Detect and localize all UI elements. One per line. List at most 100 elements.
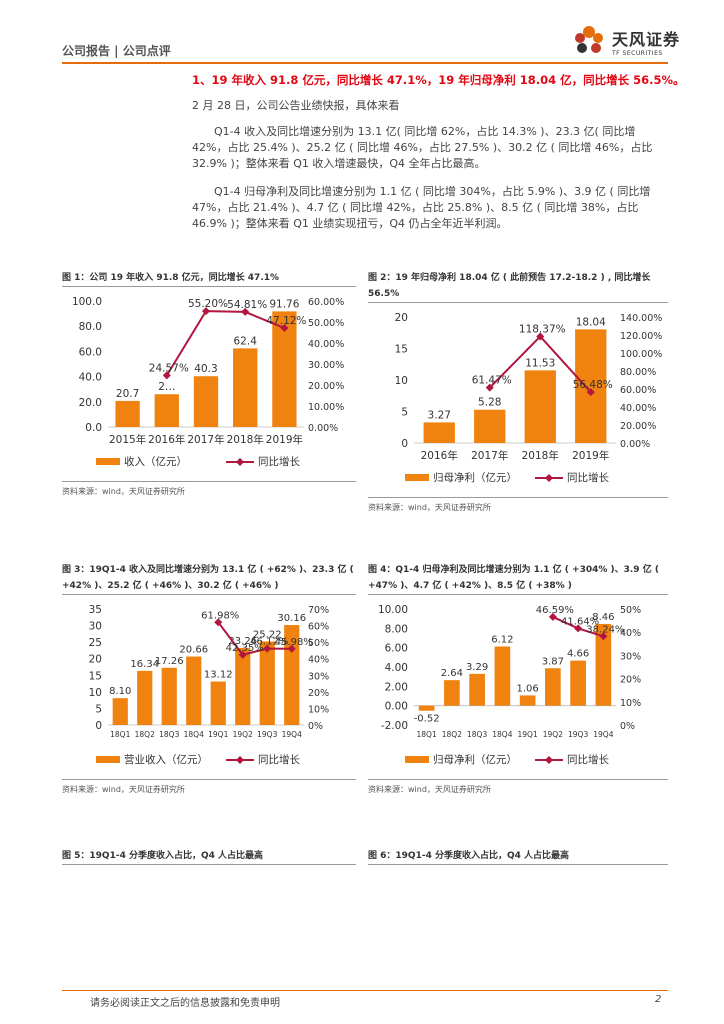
y-left-tick-label: 25 xyxy=(89,637,102,649)
growth-value-label: 24.57% xyxy=(149,362,189,374)
y-right-tick-label: 40% xyxy=(620,628,641,639)
figure-6-top-rule xyxy=(368,864,668,865)
brand-name-cn: 天风证券 xyxy=(612,29,681,49)
legend-line-label: 同比增长 xyxy=(567,753,609,766)
bar-value-label: 2.64 xyxy=(441,668,463,679)
y-right-tick-label: 0.00% xyxy=(308,423,338,434)
page-number: 2 xyxy=(655,994,662,1005)
bar-value-label: 40.3 xyxy=(194,363,217,375)
y-left-tick-label: 0.00 xyxy=(385,701,408,713)
brand-logo: 天风证券 TF SECURITIES xyxy=(570,24,680,58)
bar xyxy=(444,680,460,706)
growth-point xyxy=(241,307,250,316)
growth-point xyxy=(202,307,210,316)
bar-value-label: 8.46 xyxy=(592,612,614,623)
bar xyxy=(469,673,485,706)
bar-value-label: 13.12 xyxy=(204,670,233,681)
paragraph-1: 2 月 28 日，公司公告业绩快报，具体来看 xyxy=(192,99,400,112)
y-right-tick-label: 30.00% xyxy=(308,360,344,371)
y-right-tick-label: 20% xyxy=(308,688,329,699)
y-right-tick-label: 0% xyxy=(308,721,323,732)
x-tick-label: 19Q2 xyxy=(543,730,563,739)
bar xyxy=(259,641,275,725)
y-left-tick-label: 15 xyxy=(89,670,102,682)
y-right-tick-label: 10% xyxy=(308,704,329,715)
growth-point xyxy=(287,644,296,653)
bar xyxy=(154,394,179,427)
figure-6: 图 6：19Q1-4 分季度收入占比，Q4 人占比最高 xyxy=(368,848,668,865)
growth-point xyxy=(162,371,171,380)
legend-line-marker xyxy=(236,756,244,764)
y-right-tick-label: 50% xyxy=(620,605,641,616)
y-left-tick-label: 20.0 xyxy=(79,397,102,409)
y-left-tick-label: 5 xyxy=(401,407,408,419)
figure-4-top-rule xyxy=(368,594,668,595)
legend-bar-swatch xyxy=(96,756,120,763)
figure-5-title: 图 5：19Q1-4 分季度收入占比，Q4 人占比最高 xyxy=(62,851,264,861)
bar-value-label: 17.26 xyxy=(155,656,184,667)
y-left-tick-label: 10 xyxy=(395,375,408,387)
legend-line-label: 同比增长 xyxy=(258,455,300,468)
figure-2-title: 图 2：19 年归母净利 18.04 亿 ( 此前预告 17.2-18.2 ) … xyxy=(368,273,651,299)
bar xyxy=(115,400,140,427)
legend-line-marker xyxy=(545,474,553,482)
y-right-tick-label: 20.00% xyxy=(620,421,656,432)
figure-3: 图 3：19Q1-4 收入及同比增速分别为 13.1 亿 ( +62% )、23… xyxy=(62,562,356,795)
y-left-tick-label: 40.0 xyxy=(79,372,102,384)
figure-4-chart: -2.00 0.00 2.00 4.00 6.00 8.00 10.00 0% 10% 20% 30… xyxy=(378,604,641,766)
bar-value-label: 16.34 xyxy=(130,659,159,670)
legend-bar-label: 收入（亿元） xyxy=(124,455,187,468)
y-right-tick-label: 40.00% xyxy=(308,339,344,350)
bar xyxy=(575,329,607,443)
y-right-tick-label: 20% xyxy=(620,675,641,686)
figure-1-bottom-rule xyxy=(62,481,356,482)
y-right-tick-label: 60.00% xyxy=(620,385,656,396)
y-right-tick-label: 140.00% xyxy=(620,313,662,324)
growth-value-label: 61.98% xyxy=(201,610,239,621)
y-right-tick-label: 30% xyxy=(620,651,641,662)
figure-5: 图 5：19Q1-4 分季度收入占比，Q4 人占比最高 xyxy=(62,848,356,865)
figure-4-title: 图 4：Q1-4 归母净利及同比增速分别为 1.1 亿 ( +304% )、3.… xyxy=(368,565,659,591)
bar-value-label: 30.16 xyxy=(277,613,306,624)
bar-value-label: 2… xyxy=(158,381,175,393)
x-tick-label: 2018年 xyxy=(227,433,264,446)
bar-value-label: 18.04 xyxy=(576,316,606,328)
header-divider xyxy=(62,62,668,64)
bar-value-label: 23.26 xyxy=(228,636,257,647)
y-left-tick-label: 8.00 xyxy=(385,623,408,635)
bar-value-label: 20.7 xyxy=(116,388,139,400)
figure-4-bottom-rule xyxy=(368,779,668,780)
y-right-tick-label: 40.00% xyxy=(620,403,656,414)
growth-value-label: 55.20% xyxy=(188,298,228,310)
growth-point xyxy=(586,388,595,397)
x-tick-label: 19Q2 xyxy=(233,730,253,739)
y-right-tick-label: 50.00% xyxy=(308,318,344,329)
y-left-tick-label: 2.00 xyxy=(385,681,408,693)
bar xyxy=(284,625,300,725)
x-tick-label: 18Q2 xyxy=(442,730,462,739)
bar xyxy=(210,681,226,725)
legend-line-label: 同比增长 xyxy=(567,471,609,484)
growth-value-label: 46.12% xyxy=(250,637,288,648)
growth-line xyxy=(217,621,292,656)
bar-value-label: 11.53 xyxy=(525,357,555,369)
bar xyxy=(595,623,612,706)
y-left-tick-label: 35 xyxy=(89,604,102,616)
growth-point xyxy=(214,618,223,627)
figure-3-top-rule xyxy=(62,594,356,595)
figure-1-chart: 0.0 20.0 40.0 60.0 80.0 100.0 0.00% 10.00% 20.00… xyxy=(72,296,344,468)
y-right-tick-label: 70% xyxy=(308,605,329,616)
growth-point xyxy=(536,332,545,341)
y-right-tick-label: 0% xyxy=(620,721,635,732)
growth-value-label: 38.24% xyxy=(586,624,624,635)
bar xyxy=(112,698,128,725)
x-tick-label: 18Q2 xyxy=(135,730,155,739)
figure-3-chart: 0 5 10 15 20 25 30 35 0% 10% 20% 30% 40% 50% 60% 70% 8.1… xyxy=(89,604,330,766)
figure-2-chart: 0 5 10 15 20 0.00% 20.00% 40.00% 60.00% 80.00% 100… xyxy=(395,312,663,484)
bar xyxy=(233,348,258,427)
bar-value-label: 25.22 xyxy=(253,629,282,640)
bar-value-label: 3.87 xyxy=(542,656,564,667)
x-tick-label: 19Q4 xyxy=(593,730,613,739)
bar-value-label: 3.27 xyxy=(428,409,451,421)
y-right-tick-label: 60% xyxy=(308,622,329,633)
